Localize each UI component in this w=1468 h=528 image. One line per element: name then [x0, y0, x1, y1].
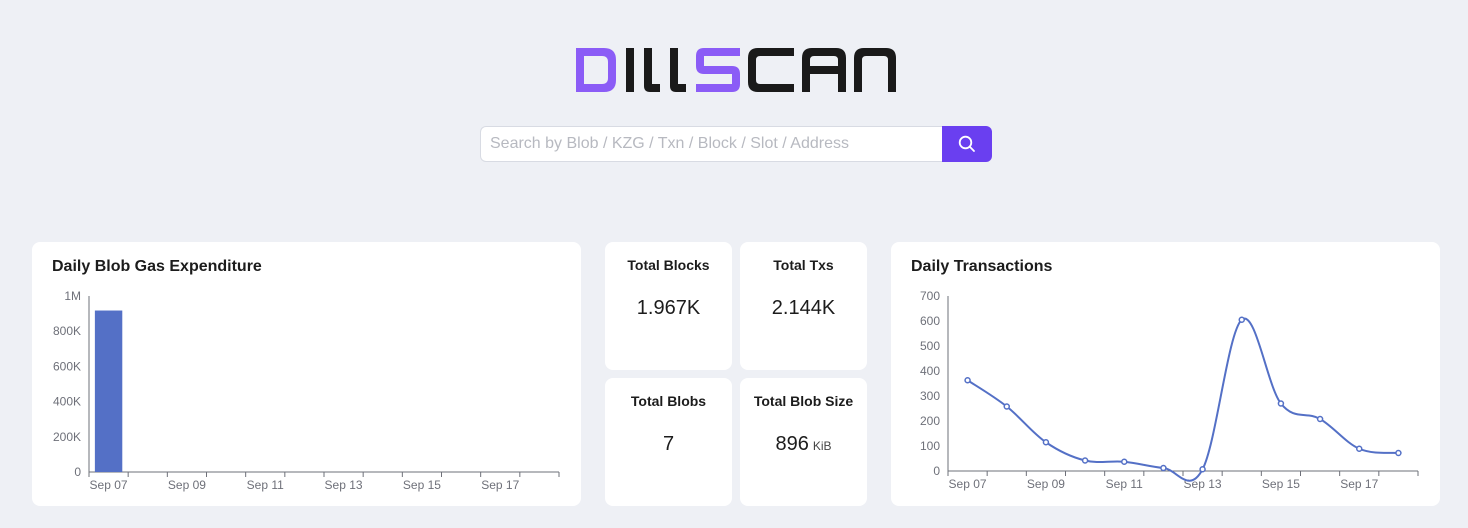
- tx-chart-card: Daily Transactions 0 100 200 300 400 500 600 70…: [891, 242, 1440, 506]
- stat-unit: KiB: [812, 439, 832, 453]
- y-tick-label: 600: [920, 314, 940, 328]
- bar: [94, 310, 123, 472]
- series-line: [967, 317, 1399, 482]
- x-tick-label: Sep 09: [168, 478, 206, 492]
- x-tick-label: Sep 15: [403, 478, 441, 492]
- x-tick-label: Sep 13: [1184, 477, 1222, 491]
- stat-card-total-blocks: Total Blocks 1.967K: [605, 242, 732, 370]
- y-tick-label: 700: [920, 289, 940, 303]
- y-tick-label: 500: [920, 339, 940, 353]
- stat-value: 1.967K: [605, 297, 732, 320]
- stat-label: Total Blocks: [627, 257, 710, 273]
- logo-letter-s: [696, 48, 740, 92]
- stat-label: Total Blobs: [630, 393, 707, 409]
- stat-value-text: 1.967K: [636, 297, 701, 319]
- stat-value: 7: [605, 433, 732, 456]
- data-point: [1081, 457, 1089, 464]
- gas-chart: 0 200K 400K 600K 800K 1M Sep 07 Sep 09 Sep 11 Sep…: [53, 289, 560, 492]
- x-tick-label: Sep 07: [949, 477, 987, 491]
- stat-value-text: 2.144K: [771, 297, 836, 319]
- data-point: [1003, 403, 1010, 410]
- search-icon: [958, 135, 975, 152]
- data-point: [1277, 400, 1285, 407]
- stat-card-total-blobs: Total Blobs 7: [605, 378, 732, 506]
- y-tick-label: 400: [920, 364, 940, 378]
- x-tick-label: Sep 13: [325, 478, 363, 492]
- stat-card-total-txs: Total Txs 2.144K: [740, 242, 867, 370]
- stat-card-total-blob-size: Total Blob Size 896 KiB: [740, 378, 867, 506]
- x-tick-label: Sep 17: [1340, 477, 1378, 491]
- y-tick-label: 1M: [64, 289, 81, 303]
- data-point: [1199, 466, 1206, 473]
- data-point: [1238, 316, 1245, 323]
- data-point: [1316, 415, 1324, 423]
- y-tick-label: 100: [920, 439, 940, 453]
- y-tick-label: 200K: [53, 430, 81, 444]
- logo-letters-ll: [626, 48, 686, 92]
- data-point: [1395, 449, 1402, 457]
- stat-label: Total Blob Size: [753, 393, 854, 409]
- logo-letter-d: [576, 48, 616, 92]
- y-tick-label: 300: [920, 389, 940, 403]
- stat-value-text: 7: [662, 433, 675, 455]
- y-tick-label: 200: [920, 414, 940, 428]
- stat-label: Total Txs: [773, 257, 834, 273]
- x-tick-label: Sep 11: [1106, 477, 1143, 491]
- y-tick-label: 600K: [53, 359, 81, 373]
- search-input[interactable]: [480, 126, 942, 162]
- x-tick-label: Sep 17: [481, 478, 519, 492]
- data-point: [1121, 458, 1128, 465]
- data-point: [1160, 464, 1167, 472]
- y-tick-label: 0: [74, 465, 81, 479]
- x-tick-label: Sep 11: [247, 478, 284, 492]
- y-tick-label: 0: [933, 464, 940, 478]
- y-tick-label: 800K: [53, 324, 81, 338]
- tx-chart: 0 100 200 300 400 500 600 700 Sep 07 Sep 09 Sep 11…: [920, 289, 1419, 491]
- tx-chart-title: Daily Transactions: [911, 258, 1053, 275]
- x-tick-label: Sep 15: [1262, 477, 1300, 491]
- stat-value-text: 896: [775, 433, 809, 455]
- search-bar: [480, 126, 992, 162]
- dillscan-logo[interactable]: [574, 44, 899, 96]
- stat-value: 896 KiB: [740, 433, 867, 456]
- y-tick-label: 400K: [53, 395, 81, 409]
- x-tick-label: Sep 07: [90, 478, 128, 492]
- search-button[interactable]: [942, 126, 992, 162]
- data-point: [1042, 439, 1050, 446]
- x-tick-label: Sep 09: [1027, 477, 1065, 491]
- gas-chart-card: Daily Blob Gas Expenditure 0 200K 400K 600K…: [32, 242, 581, 506]
- stat-value: 2.144K: [740, 297, 867, 320]
- logo-letters-can: [748, 48, 896, 92]
- data-point: [1356, 445, 1363, 452]
- gas-chart-title: Daily Blob Gas Expenditure: [52, 258, 262, 275]
- data-point: [964, 377, 971, 384]
